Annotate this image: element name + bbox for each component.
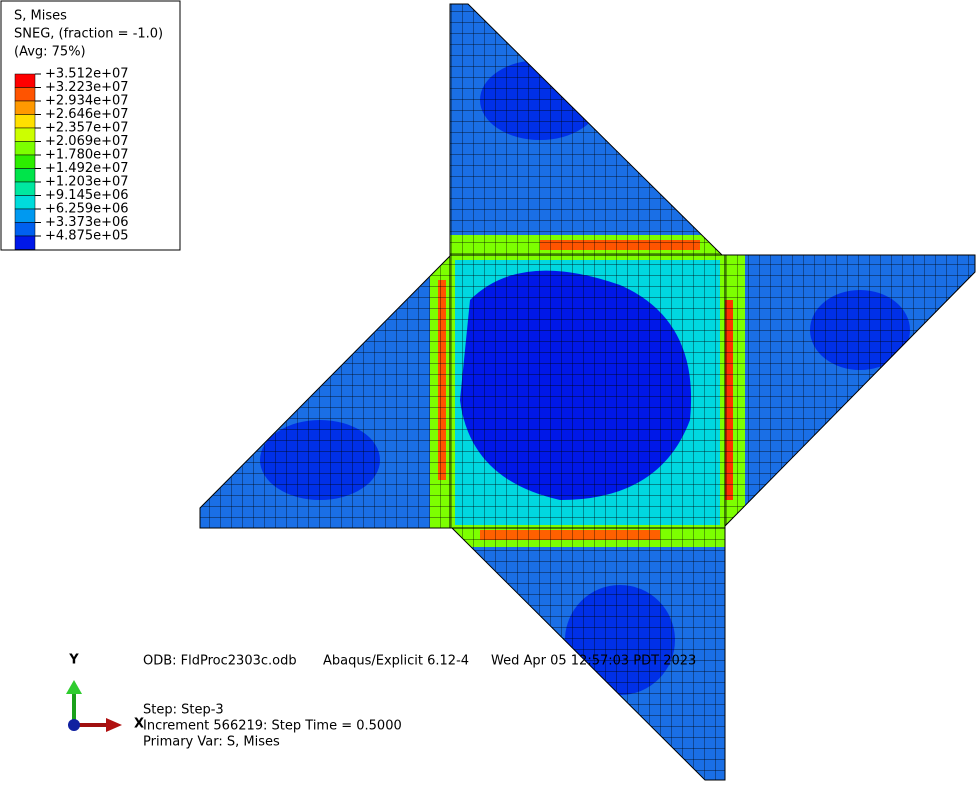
legend-label: +9.145e+06 [45, 188, 129, 203]
legend-swatch [14, 235, 36, 250]
legend-label: +6.259e+06 [45, 202, 129, 217]
legend-label: +3.223e+07 [45, 80, 129, 95]
primary-var-text: Primary Var: S, Mises [143, 735, 280, 750]
legend-label: +2.934e+07 [45, 94, 129, 109]
solver-text: Abaqus/Explicit 6.12-4 [323, 654, 469, 669]
legend-swatch [14, 141, 36, 156]
legend-label: +2.069e+07 [45, 134, 129, 149]
legend-label: +1.780e+07 [45, 148, 129, 163]
legend-swatch [14, 127, 36, 142]
increment-text: Increment 566219: Step Time = 0.5000 [143, 719, 402, 734]
triad: Y X [66, 653, 144, 732]
legend-swatch [14, 208, 36, 223]
legend-label: +3.512e+07 [45, 67, 129, 82]
plate-outline [449, 254, 726, 529]
legend-swatch [14, 222, 36, 237]
x-axis-label: X [134, 717, 144, 732]
legend-swatch [14, 114, 36, 129]
y-axis-label: Y [68, 653, 79, 668]
legend-swatch [14, 154, 36, 169]
legend-label: +1.203e+07 [45, 175, 129, 190]
legend: S, Mises SNEG, (fraction = -1.0) (Avg: 75%… [14, 9, 163, 250]
legend-title: SNEG, (fraction = -1.0) [14, 27, 163, 42]
legend-swatch [14, 181, 36, 196]
legend-swatch [14, 73, 36, 88]
legend-label: +3.373e+06 [45, 215, 129, 230]
date-text: Wed Apr 05 12:57:03 PDT 2023 [491, 654, 696, 669]
legend-title: (Avg: 75%) [14, 45, 86, 60]
odb-text: ODB: FldProc2303c.odb [143, 654, 297, 669]
legend-label: +2.646e+07 [45, 107, 129, 122]
legend-title: S, Mises [14, 9, 67, 24]
legend-label: +2.357e+07 [45, 121, 129, 136]
legend-swatch [14, 100, 36, 115]
legend-swatch [14, 168, 36, 183]
legend-label: +4.875e+05 [45, 229, 129, 244]
legend-swatch [14, 195, 36, 210]
legend-label: +1.492e+07 [45, 161, 129, 176]
step-text: Step: Step-3 [143, 703, 224, 718]
legend-swatch [14, 87, 36, 102]
